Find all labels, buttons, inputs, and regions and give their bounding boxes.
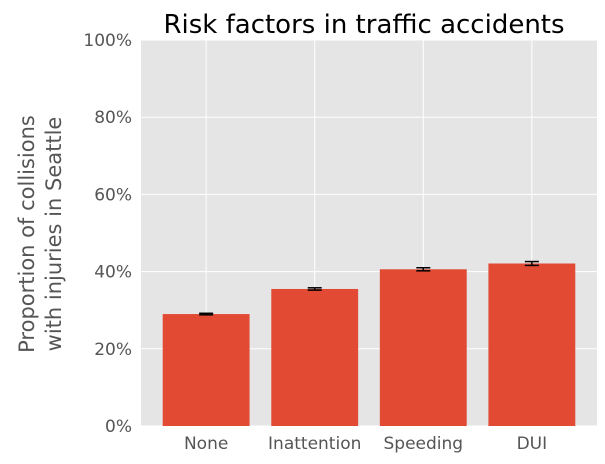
bars [162,263,576,426]
x-axis-ticks: None Inattention Speeding DUI [184,434,547,454]
y-tick-label: 20% [94,340,132,360]
x-tick-label: Speeding [383,434,463,454]
y-axis-ticks: 0% 20% 40% 60% 80% 100% [83,31,132,437]
y-tick-label: 0% [105,417,132,437]
bar [488,263,576,426]
error-bar [524,260,539,267]
y-tick-label: 100% [83,31,132,51]
y-tick-label: 80% [94,108,132,128]
chart-title: Risk factors in traffic accidents [163,10,564,40]
y-axis-label-line-1: Proportion of collisions [15,115,39,353]
error-bar [307,287,322,291]
y-axis-label: Proportion of collisions with injuries i… [15,115,66,353]
y-tick-label: 40% [94,263,132,283]
bar [271,288,359,426]
error-bar [416,266,431,272]
x-tick-label: DUI [517,434,548,454]
x-tick-label: Inattention [268,434,361,454]
bar [379,269,467,426]
error-bars [199,260,539,316]
bar [162,314,250,426]
error-bar [199,312,214,316]
y-tick-label: 60% [94,185,132,205]
x-tick-label: None [184,434,228,454]
y-axis-label-line-2: with injuries in Seattle [42,117,66,352]
